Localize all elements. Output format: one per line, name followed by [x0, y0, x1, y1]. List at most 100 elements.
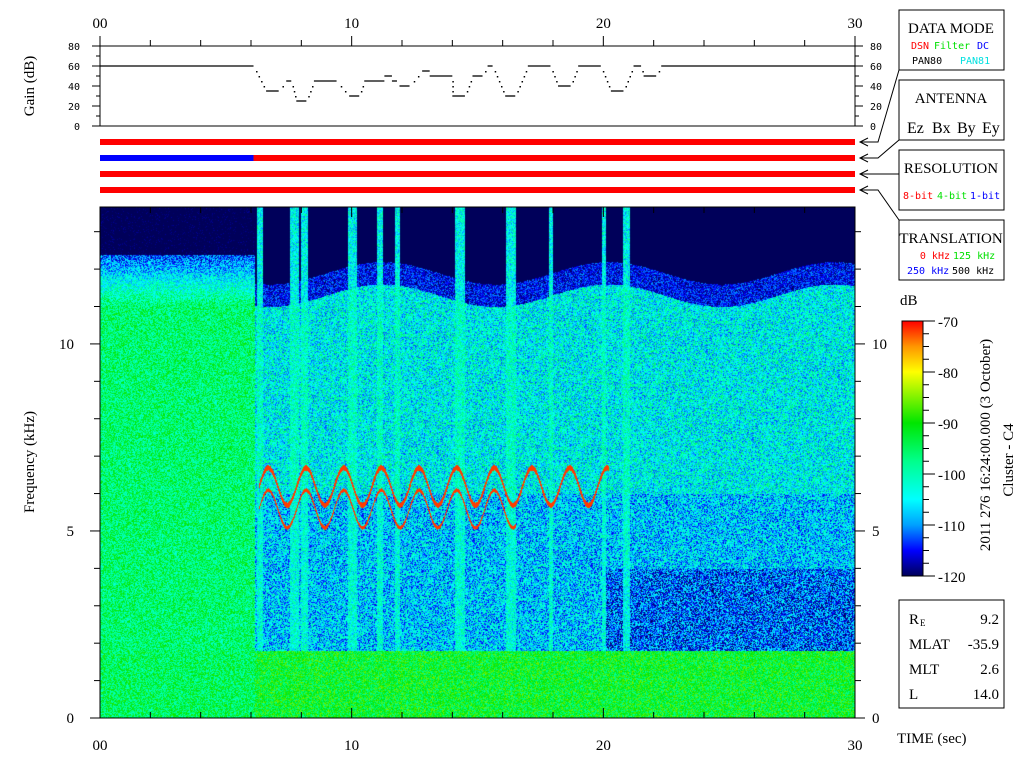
gain-transition-dot: [293, 91, 296, 93]
orbit-label-l: L: [909, 687, 918, 703]
status-bars: [100, 139, 855, 193]
gain-transition-dot: [625, 86, 627, 88]
gain-panel: 0 0 20 20 40 40 60 60 80 80 Gain (dB): [22, 42, 882, 133]
connector-line: [860, 189, 900, 221]
gain-transition-dot: [452, 86, 454, 88]
gain-transition-dot: [256, 71, 258, 73]
spacecraft-caption: Cluster - C4: [1001, 423, 1017, 497]
spectrogram-frame: [99, 206, 856, 719]
translation-250khz: 250 kHz: [907, 266, 949, 277]
status-bar-segment: [100, 139, 855, 145]
colorbar: dB -70 -80 -90 -100 -110 -120 2011 276 16:24:00…: [900, 293, 1017, 586]
resolution-box: [898, 149, 1005, 211]
orbit-value-mlt: 2.6: [980, 662, 999, 678]
gain-transition-dot: [606, 81, 609, 83]
orbit-label-subscript: E: [920, 618, 926, 628]
translation-125khz: 125 kHz: [953, 251, 995, 262]
translation-box: [898, 219, 1005, 281]
y-tick-label-right: 0: [872, 711, 880, 727]
gain-transition-dot: [608, 86, 611, 88]
resolution-1bit: 1-bit: [970, 191, 1000, 202]
y-tick-label-right: 10: [872, 337, 887, 353]
gain-transition-dot: [496, 76, 499, 78]
gain-tick-label-left: 80: [68, 42, 80, 53]
gain-transition-dot: [310, 91, 312, 93]
resolution-title: RESOLUTION: [904, 161, 998, 177]
connector-line: [860, 139, 900, 159]
x-tick-label-bottom: 00: [93, 738, 108, 754]
antenna-by: By: [957, 120, 976, 137]
orbit-box-frame: [898, 599, 1005, 709]
gain-transition-dot: [498, 81, 501, 83]
gain-transition-dot: [604, 76, 607, 78]
gain-transition-dot: [525, 71, 528, 73]
gain-transition-dot: [552, 71, 554, 73]
data-mode-dsn: DSN: [911, 41, 929, 52]
translation-0khz: 0 kHz: [920, 251, 950, 262]
x-tick-label-top: 00: [93, 16, 108, 32]
colorbar-tick-label: -70: [938, 315, 958, 331]
gain-transition-dot: [521, 81, 524, 83]
x-tick-label-top: 30: [848, 16, 863, 32]
status-bar-segment: [100, 171, 855, 177]
data-mode-dc: DC: [977, 41, 989, 52]
colorbar-tick-label: -100: [938, 468, 966, 484]
antenna-box: [898, 79, 1005, 141]
antenna-bx: Bx: [932, 120, 951, 137]
antenna-ez: Ez: [907, 120, 924, 137]
gain-tick-label-right: 60: [870, 62, 882, 73]
antenna-ey: Ey: [982, 120, 1000, 137]
gain-transition-dot: [523, 76, 526, 78]
gain-transition-dot: [362, 86, 365, 88]
gain-transition-dot: [554, 76, 556, 78]
x-tick-label-bottom: 10: [344, 738, 359, 754]
gain-transition-dot: [627, 81, 629, 83]
gain-transition-dot: [485, 71, 487, 73]
spectrogram-heatmap: [100, 207, 855, 718]
gain-transition-dot: [658, 71, 661, 73]
gain-transition-dot: [452, 91, 454, 93]
translation-title: TRANSLATION: [899, 231, 1002, 247]
gain-transition-dot: [413, 81, 416, 83]
y-tick-label-left: 5: [67, 524, 75, 540]
arrow-head-icon: [858, 185, 869, 195]
gain-transition-dot: [642, 71, 644, 73]
gain-transition-dot: [503, 91, 505, 93]
x-tick-label-bottom: 20: [596, 738, 611, 754]
data-mode-filter: Filter: [934, 41, 970, 52]
status-bar-segment: [253, 155, 855, 161]
gain-transition-dot: [263, 86, 266, 88]
orbit-value-r: 9.2: [980, 612, 999, 628]
gain-transition-dot: [312, 86, 314, 88]
gain-transition-dot: [556, 81, 558, 83]
data-mode-pan80: PAN80: [912, 56, 942, 67]
orbit-value-l: 14.0: [973, 687, 999, 703]
date-caption: 2011 276 16:24:00.000 (3 October): [978, 339, 994, 551]
gain-transition-dot: [631, 71, 634, 73]
translation-500khz: 500 kHz: [952, 266, 994, 277]
gain-tick-label-left: 0: [74, 122, 80, 133]
gain-tick-label-right: 0: [870, 122, 876, 133]
gain-transition-dot: [258, 76, 261, 78]
colorbar-tick-label: -80: [938, 366, 958, 382]
gain-transition-dot: [494, 71, 497, 73]
gain-transition-dot: [360, 91, 363, 93]
gain-transition-dot: [572, 81, 575, 83]
connector-line: [860, 69, 900, 143]
arrow-head-icon: [858, 137, 869, 147]
y-tick-label-left: 10: [59, 337, 74, 353]
data-mode-pan81: PAN81: [960, 56, 990, 67]
gain-transition-dot: [292, 86, 295, 88]
x-axis-label: TIME (sec): [897, 731, 967, 747]
gain-tick-label-right: 20: [870, 102, 882, 113]
colorbar-tick-label: -120: [938, 570, 966, 586]
gain-transition-dot: [470, 81, 473, 83]
gain-transition-dot: [340, 86, 343, 88]
x-tick-label-top: 20: [596, 16, 611, 32]
orbit-label-mlt: MLT: [909, 662, 939, 678]
arrow-head-icon: [858, 169, 869, 179]
gain-tick-label-right: 80: [870, 42, 882, 53]
